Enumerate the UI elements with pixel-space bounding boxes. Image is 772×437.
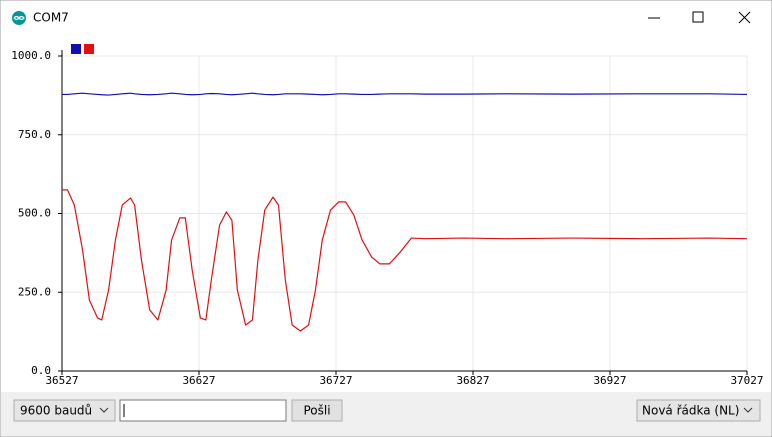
y-tick-label: 0.0 <box>31 364 51 377</box>
y-tick-label: 1000.0 <box>11 49 51 62</box>
app-icon-symbol <box>13 15 25 21</box>
legend-swatch <box>84 44 94 54</box>
dropdown-arrow <box>743 407 753 413</box>
send-button[interactable] <box>291 399 343 422</box>
dropdown-arrow <box>99 407 109 413</box>
y-tick-label: 250.0 <box>18 285 51 298</box>
x-tick-label: 37027 <box>730 374 763 387</box>
close-button[interactable] <box>738 11 751 24</box>
line-ending-text: Nová řádka (NL) <box>642 404 739 418</box>
window-title: COM7 <box>33 11 69 25</box>
y-tick-label: 750.0 <box>18 128 51 141</box>
x-tick-label: 36627 <box>182 374 215 387</box>
series-line <box>62 189 748 332</box>
maximize-button[interactable] <box>692 11 704 23</box>
send-text: Pošli <box>303 404 330 418</box>
baud-text: 9600 baudů <box>20 404 92 418</box>
x-tick-label: 36527 <box>45 374 78 387</box>
x-tick-label: 36927 <box>593 374 626 387</box>
baud-dropdown[interactable] <box>13 399 116 422</box>
x-tick-label: 36827 <box>456 374 489 387</box>
x-tick-label: 36727 <box>319 374 352 387</box>
plot: 0.0 250.0 500.0 750.0 1000.0 36527 36627 36727 3… <box>11 44 764 387</box>
y-tick-label: 500.0 <box>18 207 51 220</box>
input-box[interactable] <box>119 399 287 422</box>
series-line <box>62 92 748 96</box>
line-ending-dropdown[interactable] <box>636 399 761 422</box>
legend-swatch <box>71 44 81 54</box>
